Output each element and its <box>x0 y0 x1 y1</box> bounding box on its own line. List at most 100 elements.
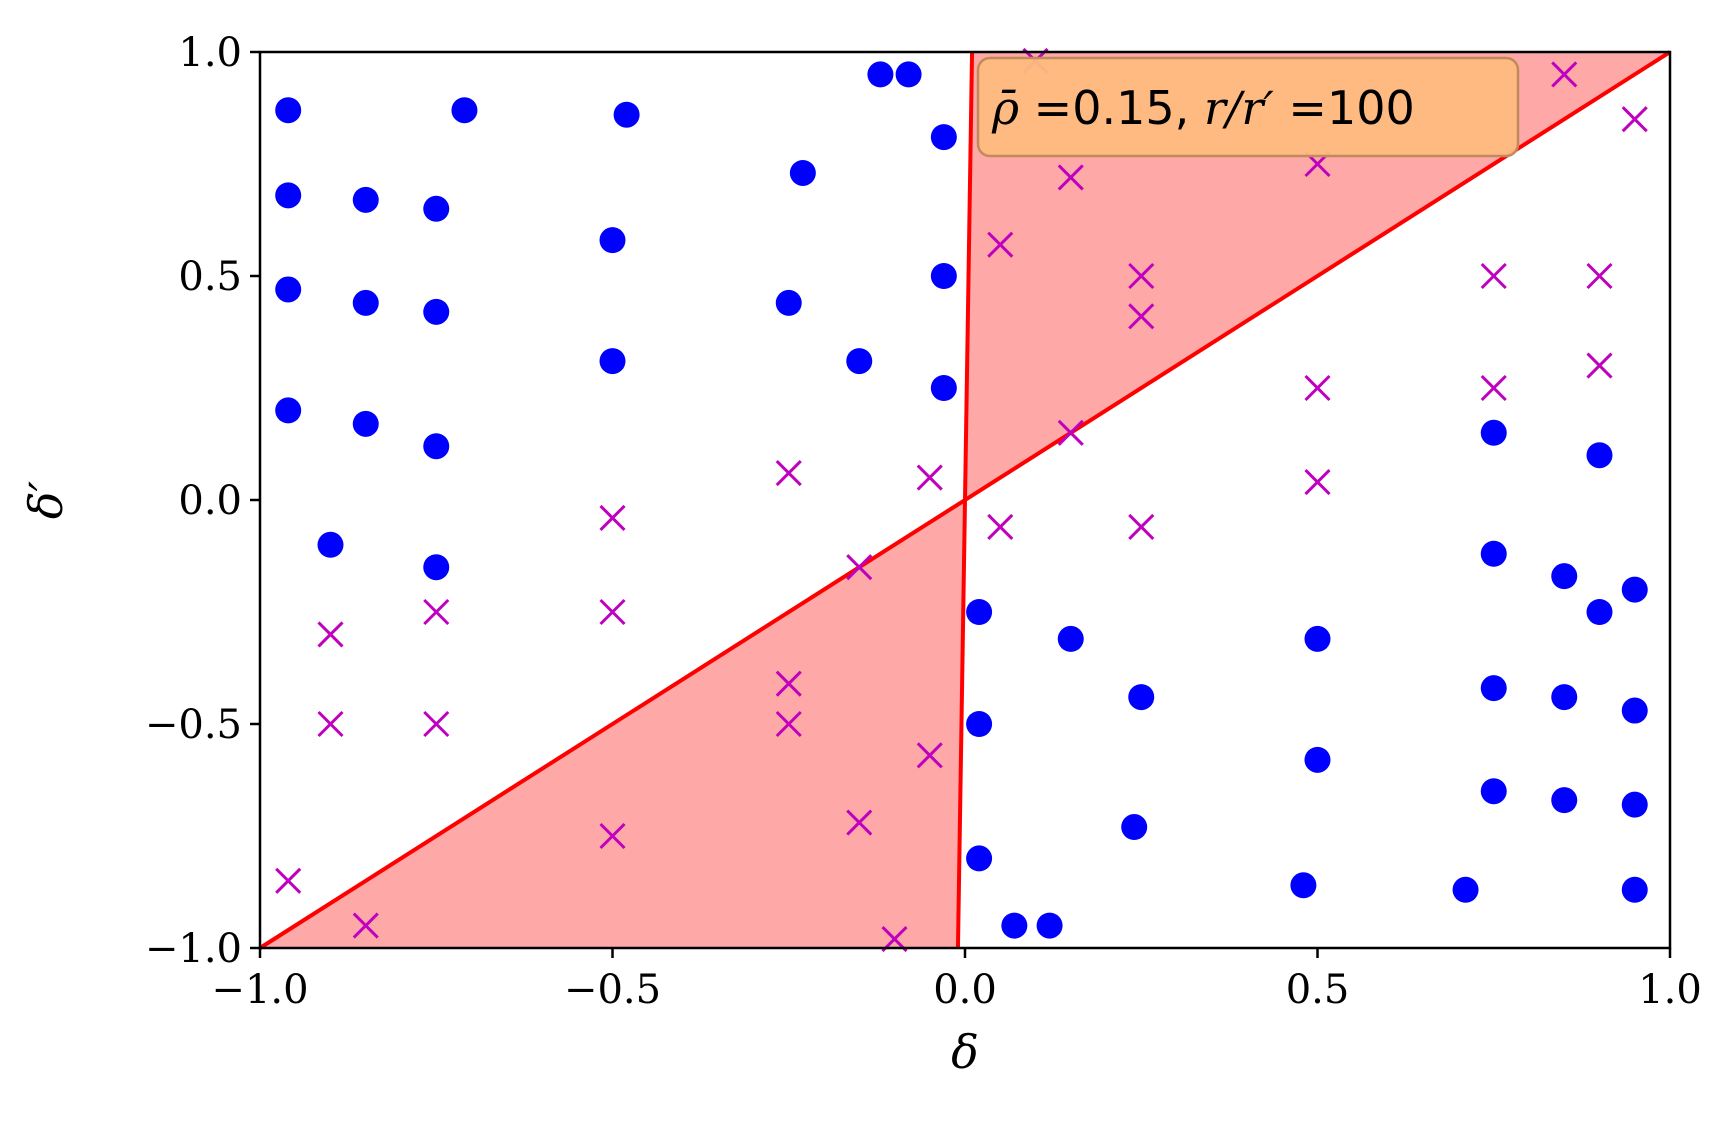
parameter-annotation: ρ̄ =0.15, r/r′ =100 <box>976 56 1520 158</box>
circle-point <box>1057 625 1084 652</box>
circle-point <box>352 186 379 213</box>
circle-point <box>352 289 379 316</box>
circle-point <box>1551 563 1578 590</box>
cross-point <box>1621 106 1648 133</box>
y-tick-label: 1.0 <box>178 30 242 76</box>
y-tick-label: −0.5 <box>145 702 242 748</box>
x-axis-label: δ <box>951 1025 979 1079</box>
y-tick-label: −1.0 <box>145 926 242 972</box>
cross-point <box>1128 513 1155 540</box>
boundary-lines <box>258 50 1672 950</box>
circle-point <box>930 263 957 289</box>
cross-point <box>1586 262 1613 290</box>
circle-point <box>317 531 344 558</box>
circle-point <box>1480 675 1507 702</box>
cross-point <box>987 231 1014 258</box>
circle-point <box>1480 778 1507 805</box>
cross-point <box>317 621 344 648</box>
cross-point <box>1057 164 1084 191</box>
circle-point <box>1001 912 1028 939</box>
circle-point <box>1551 684 1578 711</box>
rho-symbol: ρ̄ <box>991 81 1019 135</box>
circle-point <box>275 276 302 303</box>
circle-point <box>599 227 626 254</box>
circle-point <box>613 101 640 128</box>
cross-point <box>317 710 344 738</box>
circle-point <box>1480 540 1507 567</box>
circle-point <box>846 348 873 375</box>
circle-point <box>451 97 478 124</box>
x-tick-label: 1.0 <box>1638 967 1702 1013</box>
cross-point <box>1057 419 1084 446</box>
ratio-symbol: r/r′ <box>1204 81 1274 135</box>
circle-point <box>275 182 302 209</box>
cross-point <box>987 513 1014 540</box>
cross-point <box>1480 262 1507 290</box>
cross-point <box>916 464 943 491</box>
y-tick-label: 0.5 <box>178 254 242 300</box>
cross-point <box>423 598 450 626</box>
circle-point <box>1586 599 1613 625</box>
y-tick-label: 0.0 <box>178 478 242 524</box>
annotation-text: ρ̄ =0.15, r/r′ =100 <box>991 81 1415 135</box>
ratio-value: =100 <box>1274 81 1415 135</box>
cross-point <box>1304 374 1331 402</box>
cross-point <box>275 867 302 894</box>
circle-point <box>1036 912 1063 939</box>
circle-point <box>930 124 957 151</box>
cross-point <box>423 710 450 738</box>
cross-point <box>846 554 873 581</box>
circle-point <box>423 195 450 222</box>
circle-point <box>1290 872 1317 899</box>
cross-point <box>599 504 626 531</box>
cross-point <box>1128 262 1155 290</box>
circle-point <box>599 348 626 375</box>
circle-point <box>1128 684 1155 711</box>
circle-point <box>1304 746 1331 773</box>
cross-point <box>775 460 802 487</box>
rho-value: =0.15, <box>1019 81 1204 135</box>
y-axis-label: δ′ <box>19 480 73 519</box>
circle-point <box>775 289 802 316</box>
circle-point <box>1304 625 1331 652</box>
circle-point <box>1621 876 1648 903</box>
cross-point <box>1551 61 1578 88</box>
circle-point <box>789 159 816 186</box>
cross-point <box>1480 374 1507 402</box>
cross-point <box>1304 469 1331 496</box>
circle-point <box>1621 791 1648 818</box>
circle-point <box>1621 576 1648 603</box>
cross-point <box>916 742 943 769</box>
circle-point <box>1480 419 1507 446</box>
boundary-line <box>955 51 975 949</box>
circle-point <box>895 61 922 88</box>
x-tick-label: 0.0 <box>933 967 997 1013</box>
circle-point <box>966 599 993 625</box>
circle-point <box>423 433 450 460</box>
circle-point <box>1586 442 1613 469</box>
annotation-box <box>976 56 1520 158</box>
cross-point <box>1128 303 1155 330</box>
circle-point <box>352 410 379 437</box>
circle-point <box>1551 787 1578 814</box>
circle-point <box>1621 697 1648 724</box>
circle-point <box>423 298 450 325</box>
cross-point <box>599 598 626 626</box>
circle-point <box>423 554 450 581</box>
cross-point <box>775 670 802 697</box>
circle-point <box>1452 876 1479 903</box>
circle-point <box>1121 814 1148 841</box>
cross-point <box>352 912 379 939</box>
circle-point <box>867 61 894 88</box>
cross-point <box>1586 352 1613 379</box>
circle-point <box>930 375 957 401</box>
x-tick-label: −0.5 <box>564 967 661 1013</box>
x-tick-label: −1.0 <box>211 967 308 1013</box>
circle-point <box>275 97 302 124</box>
circle-point <box>275 397 302 424</box>
circle-point <box>966 845 993 872</box>
cross-point <box>846 809 873 836</box>
x-tick-label: 0.5 <box>1286 967 1350 1013</box>
cross-point <box>775 710 802 738</box>
